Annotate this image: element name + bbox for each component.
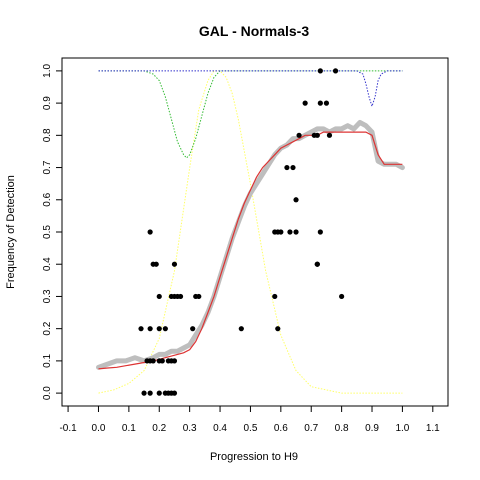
data-point bbox=[314, 261, 320, 267]
data-point bbox=[317, 229, 323, 235]
smoothed-series bbox=[96, 119, 405, 370]
data-point bbox=[168, 390, 175, 396]
curves-layer bbox=[96, 70, 405, 394]
y-axis-title: Frequency of Detection bbox=[5, 175, 17, 289]
x-tick-label: 0.2 bbox=[152, 423, 166, 434]
x-tick-label: 0.4 bbox=[213, 423, 227, 434]
y-tick-label: 0.4 bbox=[42, 257, 53, 271]
y-tick-label: 1.0 bbox=[42, 64, 53, 78]
data-point bbox=[287, 229, 293, 235]
data-point bbox=[150, 358, 156, 364]
y-tick-label: 0.1 bbox=[42, 354, 53, 368]
data-point bbox=[326, 132, 333, 138]
data-point bbox=[174, 293, 181, 300]
data-point bbox=[296, 132, 302, 138]
data-point bbox=[293, 229, 299, 235]
data-point bbox=[293, 197, 299, 203]
data-point bbox=[156, 293, 162, 300]
data-point bbox=[141, 390, 147, 396]
data-point bbox=[275, 326, 281, 332]
chart-title: GAL - Normals-3 bbox=[199, 23, 309, 39]
x-tick-label: 0.1 bbox=[122, 423, 136, 434]
data-point bbox=[168, 293, 175, 300]
data-point bbox=[290, 164, 296, 171]
plot-frame bbox=[61, 57, 449, 407]
data-point bbox=[156, 390, 162, 396]
fitted-curve bbox=[98, 131, 403, 370]
data-point bbox=[317, 68, 323, 74]
data-point bbox=[147, 390, 153, 396]
x-tick-label: 0.0 bbox=[92, 423, 106, 434]
data-point bbox=[238, 326, 244, 332]
x-tick-label: 0.6 bbox=[274, 423, 288, 434]
data-point bbox=[147, 326, 153, 332]
x-tick-label: 0.7 bbox=[304, 423, 318, 434]
data-point bbox=[171, 261, 178, 267]
data-point bbox=[339, 293, 345, 300]
data-point bbox=[323, 100, 330, 106]
data-point bbox=[272, 293, 278, 300]
data-point bbox=[153, 261, 159, 267]
y-tick-label: 0.9 bbox=[42, 96, 53, 110]
x-axis: -0.1 0.0 0.1 0.2 0.3 0.4 0.5 0.6 0.7 0.8 0.9 1.0 1.1 bbox=[59, 405, 440, 434]
x-axis-title: Progression to H9 bbox=[210, 451, 298, 463]
y-axis: 0.0 0.1 0.2 0.3 0.4 0.5 0.6 0.7 0.8 0.9 1.0 bbox=[42, 64, 63, 400]
blue-density-curve bbox=[98, 70, 403, 108]
points-layer bbox=[138, 68, 345, 396]
x-tick-label: 0.3 bbox=[183, 423, 197, 434]
y-tick-label: 0.3 bbox=[42, 289, 53, 303]
data-point bbox=[190, 326, 196, 332]
data-point bbox=[302, 100, 308, 106]
yellow-density-curve bbox=[98, 70, 403, 394]
x-tick-label: 0.5 bbox=[243, 423, 257, 434]
x-tick-label: 0.9 bbox=[365, 423, 379, 434]
data-point bbox=[159, 358, 165, 364]
green-density-curve bbox=[98, 70, 403, 159]
y-tick-label: 0.6 bbox=[42, 192, 53, 206]
x-tick-label: 1.1 bbox=[426, 423, 440, 434]
y-tick-label: 0.8 bbox=[42, 128, 53, 142]
data-point bbox=[317, 100, 323, 106]
x-tick-label: 1.0 bbox=[395, 423, 409, 434]
x-tick-label: 0.8 bbox=[335, 423, 349, 434]
y-tick-label: 0.7 bbox=[42, 160, 53, 174]
data-point bbox=[284, 164, 290, 171]
data-point bbox=[193, 293, 199, 300]
x-tick-label: -0.1 bbox=[59, 423, 77, 434]
data-point bbox=[138, 326, 144, 332]
data-point bbox=[156, 326, 162, 332]
data-point bbox=[147, 229, 153, 235]
data-point bbox=[171, 358, 178, 364]
y-tick-label: 0.0 bbox=[42, 386, 53, 400]
data-point bbox=[162, 326, 168, 332]
y-tick-label: 0.5 bbox=[42, 225, 53, 239]
data-point bbox=[275, 229, 281, 235]
y-tick-label: 0.2 bbox=[42, 321, 53, 335]
data-point bbox=[332, 68, 339, 74]
data-point bbox=[314, 132, 320, 138]
